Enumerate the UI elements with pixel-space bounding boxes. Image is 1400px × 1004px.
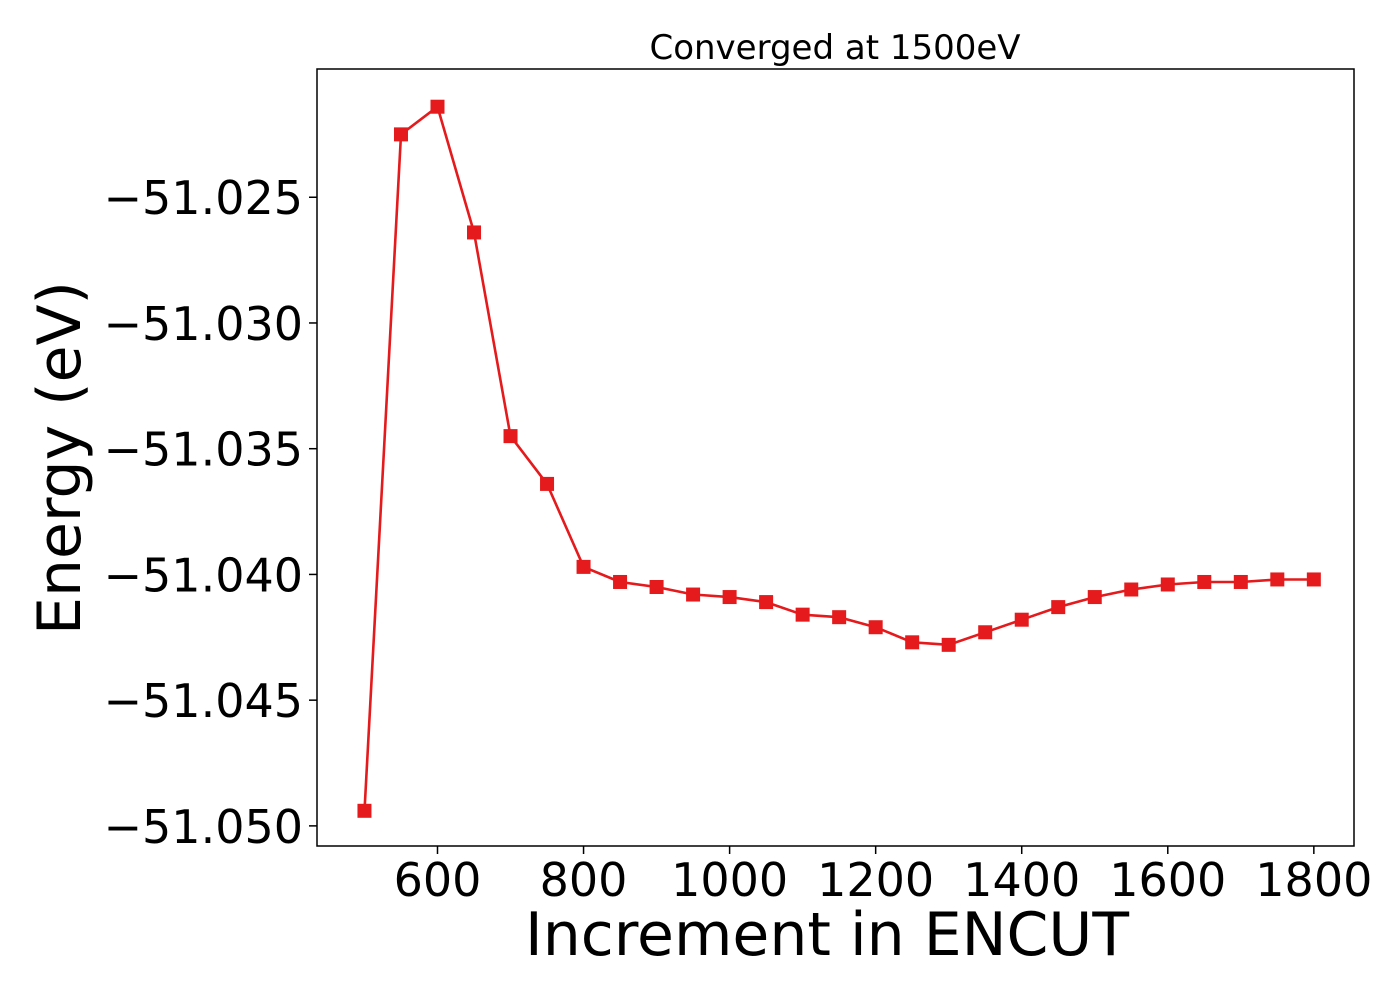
y-axis-label: Energy (eV) [25,281,95,635]
x-tick-label: 1400 [963,853,1080,907]
data-point-marker [941,637,956,652]
y-tick-label: −51.025 [104,171,304,225]
data-point-marker [540,476,555,491]
x-tick-label: 1000 [671,853,788,907]
x-tick-label: 1800 [1255,853,1372,907]
data-point-marker [1087,590,1102,605]
y-tick-label: −51.030 [104,297,304,351]
y-tick-label: −51.035 [104,423,304,477]
x-axis-label: Increment in ENCUT [525,900,1129,970]
data-point-marker [467,225,482,240]
y-axis: −51.025 −51.030 −51.035 −51.040 −51.045 −51.0… [104,171,317,854]
data-point-marker [1014,612,1029,627]
y-tick-label: −51.045 [104,674,304,728]
data-point-marker [832,610,847,625]
data-point-marker [1197,574,1212,589]
data-point-marker [393,127,408,142]
data-point-marker [1306,572,1321,587]
x-tick-label: 600 [394,853,482,907]
series-layer [357,99,1321,818]
x-axis: 600 800 1000 1200 1400 1600 1800 [394,846,1372,907]
x-tick-label: 800 [540,853,628,907]
y-tick-label: −51.050 [104,800,304,854]
data-point-marker [430,99,445,114]
plot-area [316,68,1355,847]
series-line [363,105,1314,811]
data-point-marker [576,559,591,574]
chart-title: Converged at 1500eV [649,28,1020,68]
data-point-marker [357,803,372,818]
data-point-marker [1233,574,1248,589]
data-point-marker [868,620,883,635]
data-point-marker [503,429,518,444]
data-point-marker [1160,577,1175,592]
data-point-marker [686,587,701,602]
data-point-marker [795,607,810,622]
x-tick-label: 1600 [1109,853,1226,907]
data-point-marker [978,625,993,640]
data-point-marker [613,574,628,589]
x-tick-label: 1200 [817,853,934,907]
data-point-marker [649,580,664,594]
data-point-marker [905,635,920,650]
data-point-marker [1124,582,1139,597]
y-tick-label: −51.040 [104,548,304,602]
data-point-marker [1051,600,1066,615]
data-point-marker [1270,572,1285,587]
data-point-marker [759,595,774,610]
data-point-marker [722,590,737,605]
